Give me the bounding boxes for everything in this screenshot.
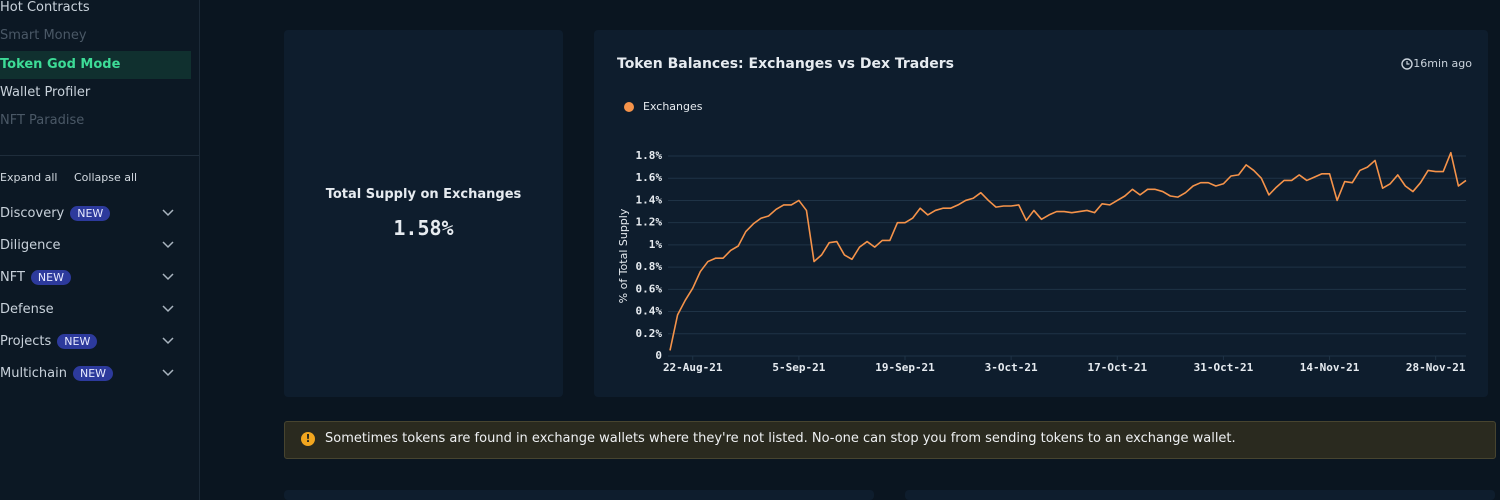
- section-label: Diligence: [0, 237, 61, 253]
- y-tick-label: 1%: [649, 238, 663, 251]
- section[interactable]: NFT NEW: [0, 265, 180, 289]
- nav-item[interactable]: Token God Mode: [0, 51, 191, 79]
- chevron-path: [162, 241, 174, 249]
- y-tick-label: 1.4%: [636, 193, 663, 206]
- bottom-card: [905, 490, 1495, 500]
- nav-item[interactable]: Hot Contracts: [0, 0, 90, 15]
- x-tick-label: 19-Sep-21: [875, 361, 935, 374]
- y-tick-label: 1.6%: [636, 171, 663, 184]
- chevron: [162, 369, 174, 377]
- collapse-all[interactable]: Collapse all: [74, 171, 138, 184]
- chevron: [162, 337, 174, 345]
- chevron-path: [162, 305, 174, 313]
- divider: [0, 155, 199, 156]
- nav-item[interactable]: Wallet Profiler: [0, 85, 91, 100]
- sidebar: Hot Contracts Smart Money Token God Mode Wa…: [0, 0, 200, 500]
- bottom-card: [284, 490, 874, 500]
- stat-title: Total Supply on Exchanges: [325, 187, 522, 202]
- nav-item[interactable]: NFT Paradise: [0, 113, 85, 128]
- chevron-path: [162, 273, 174, 281]
- section[interactable]: Diligence: [0, 233, 180, 257]
- y-axis-label: % of Total Supply: [617, 208, 630, 303]
- x-tick-label: 3-Oct-21: [985, 361, 1038, 374]
- x-tick-label: 28-Nov-21: [1406, 361, 1466, 374]
- y-tick-label: 0.8%: [636, 260, 663, 273]
- warning-icon: !: [301, 432, 315, 446]
- x-tick-label: 14-Nov-21: [1300, 361, 1360, 374]
- clock-hands: [1406, 61, 1410, 65]
- chevron: [162, 273, 174, 281]
- notice-text: Sometimes tokens are found in exchange w…: [325, 431, 1236, 446]
- y-tick-label: 1.2%: [636, 216, 663, 229]
- chevron-path: [162, 369, 174, 377]
- expand-all[interactable]: Expand all: [0, 171, 58, 184]
- legend-label: Exchanges: [643, 100, 703, 113]
- chevron-path: [162, 337, 174, 345]
- section[interactable]: Defense: [0, 297, 180, 321]
- section-label: Discovery: [0, 205, 65, 221]
- section[interactable]: Multichain NEW: [0, 361, 180, 385]
- section[interactable]: Discovery NEW: [0, 201, 180, 225]
- chart-title: Token Balances: Exchanges vs Dex Traders: [617, 56, 954, 72]
- section-label: Defense: [0, 301, 54, 317]
- y-tick-label: 0: [655, 349, 662, 362]
- y-tick-label: 1.8%: [636, 149, 663, 162]
- x-tick-label: 5-Sep-21: [772, 361, 825, 374]
- chart: Token Balances: Exchanges vs Dex Traders…: [617, 56, 1472, 374]
- clock-icon: [1401, 58, 1413, 70]
- nav-item[interactable]: Smart Money: [0, 28, 87, 43]
- chevron: [162, 241, 174, 249]
- stat-value: 1.58%: [393, 216, 454, 240]
- y-tick-label: 0.6%: [636, 282, 663, 295]
- badge: NEW: [70, 205, 111, 221]
- y-tick-label: 0.2%: [636, 327, 663, 340]
- legend-marker: [624, 102, 634, 112]
- badge: NEW: [57, 333, 98, 349]
- section-label: NFT: [0, 269, 25, 285]
- section-label: Multichain: [0, 365, 67, 381]
- chevron: [162, 209, 174, 217]
- x-tick-label: 22-Aug-21: [663, 361, 723, 374]
- x-tick-label: 31-Oct-21: [1194, 361, 1254, 374]
- chart-card: Token Balances: Exchanges vs Dex Traders…: [594, 30, 1488, 397]
- section[interactable]: Projects NEW: [0, 329, 180, 353]
- notice-banner: ! Sometimes tokens are found in exchange…: [284, 421, 1496, 459]
- y-tick-label: 0.4%: [636, 305, 663, 318]
- section-label: Projects: [0, 333, 52, 349]
- stat-card: Total Supply on Exchanges 1.58%: [284, 30, 563, 397]
- chevron-path: [162, 209, 174, 217]
- x-tick-label: 17-Oct-21: [1087, 361, 1147, 374]
- data-line: [669, 151, 1467, 351]
- updated-time: 16min ago: [1413, 57, 1472, 70]
- badge: NEW: [72, 365, 114, 381]
- badge: NEW: [30, 269, 71, 285]
- chevron: [162, 305, 174, 313]
